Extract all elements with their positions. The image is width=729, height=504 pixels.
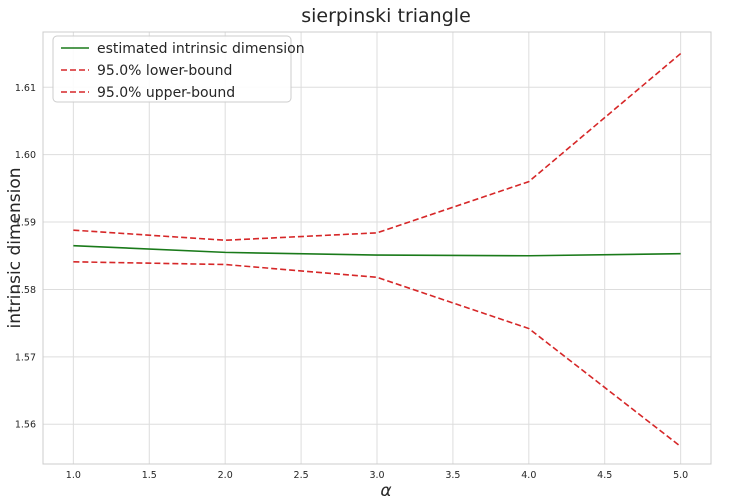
- x-tick-labels: 1.0 1.5 2.0 2.5 3.0 3.5 4.0 4.5 5.0: [66, 470, 688, 481]
- grid: [43, 32, 711, 464]
- x-tick-label: 2.5: [294, 470, 309, 481]
- y-tick-label: 1.58: [15, 285, 36, 296]
- x-tick-label: 1.5: [142, 470, 157, 481]
- x-axis-title: α: [380, 481, 391, 501]
- plot-frame: [42, 31, 712, 465]
- x-tick-label: 1.0: [66, 470, 81, 481]
- legend-label: 95.0% upper-bound: [97, 85, 235, 101]
- legend-box: [52, 35, 292, 103]
- legend-label: estimated intrinsic dimension: [97, 41, 305, 57]
- legend-label: 95.0% lower-bound: [97, 63, 232, 79]
- y-tick-label: 1.56: [15, 420, 36, 431]
- y-tick-label: 1.60: [15, 150, 36, 161]
- y-tick-label: 1.57: [15, 352, 36, 363]
- y-tick-label: 1.61: [15, 83, 36, 94]
- chart-title: sierpinski triangle: [301, 5, 471, 27]
- legend: estimated intrinsic dimension 95.0% lower…: [52, 35, 305, 103]
- y-axis-title: intrinsic dimension: [5, 167, 25, 328]
- x-tick-label: 3.0: [369, 470, 384, 481]
- series-layer: [73, 52, 682, 448]
- series-line-1: [73, 244, 681, 257]
- x-tick-label: 4.5: [597, 470, 612, 481]
- x-tick-label: 3.5: [445, 470, 460, 481]
- series-line-2: [73, 261, 682, 448]
- y-tick-label: 1.59: [15, 218, 36, 229]
- x-tick-label: 5.0: [673, 470, 688, 481]
- x-tick-label: 2.0: [218, 470, 233, 481]
- y-tick-labels: 1.56 1.57 1.58 1.59 1.60 1.61: [15, 83, 36, 431]
- x-tick-label: 4.0: [521, 470, 536, 481]
- series-line-3: [73, 52, 682, 242]
